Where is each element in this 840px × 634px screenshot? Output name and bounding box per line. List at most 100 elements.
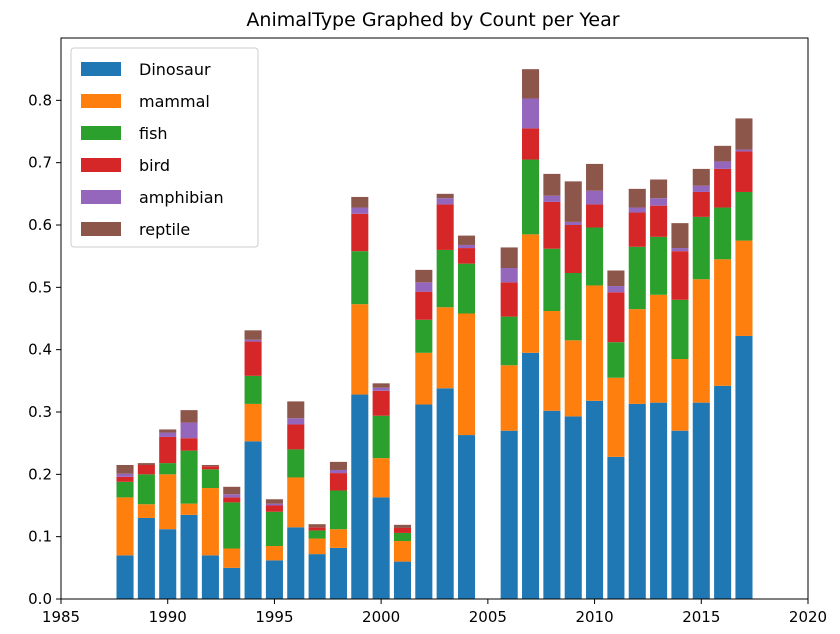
bar-segment-amphibian-1999 bbox=[351, 207, 369, 214]
bar-segment-dinosaur-2015 bbox=[692, 402, 710, 599]
bar-segment-mammal-1989 bbox=[137, 504, 155, 518]
y-tick-label: 0.5 bbox=[28, 278, 52, 296]
bar-segment-amphibian-2013 bbox=[650, 198, 668, 206]
bar-segment-reptile-1996 bbox=[287, 401, 305, 419]
bar-segment-fish-1994 bbox=[244, 375, 262, 404]
bar-segment-amphibian-2011 bbox=[607, 286, 625, 293]
bar-segment-mammal-2006 bbox=[500, 365, 518, 431]
bar-segment-dinosaur-1996 bbox=[287, 527, 305, 599]
bar-segment-bird-2011 bbox=[607, 292, 625, 343]
bar-segment-amphibian-1998 bbox=[329, 469, 347, 474]
chart-title: AnimalType Graphed by Count per Year bbox=[246, 9, 619, 31]
bar-segment-amphibian-1993 bbox=[223, 494, 241, 498]
bar-segment-amphibian-2004 bbox=[457, 244, 476, 249]
x-tick-label: 2010 bbox=[575, 608, 613, 626]
bar-segment-dinosaur-2000 bbox=[372, 497, 390, 599]
bar-segment-dinosaur-1999 bbox=[351, 394, 369, 599]
bar-segment-amphibian-2000 bbox=[372, 387, 390, 391]
bar-segment-dinosaur-1994 bbox=[244, 441, 262, 599]
bar-segment-bird-2010 bbox=[586, 204, 604, 228]
y-axis: 0.0 0.1 0.2 0.3 0.4 0.5 0.6 0.7 0.8 bbox=[28, 91, 61, 608]
bar-segment-fish-2010 bbox=[586, 227, 604, 286]
x-tick-label: 2000 bbox=[362, 608, 400, 626]
bar-segment-dinosaur-2002 bbox=[415, 404, 433, 599]
bar-segment-amphibian-1988 bbox=[116, 473, 134, 477]
bar-segment-reptile-1999 bbox=[351, 196, 369, 208]
bar-segment-amphibian-2002 bbox=[415, 282, 433, 292]
bar-segment-reptile-1988 bbox=[116, 464, 134, 474]
bar-segment-bird-1991 bbox=[180, 438, 198, 451]
y-tick-label: 0.1 bbox=[28, 528, 52, 546]
y-tick-label: 0.0 bbox=[28, 590, 52, 608]
bar-segment-fish-2014 bbox=[671, 299, 689, 360]
bar-segment-dinosaur-1995 bbox=[265, 560, 283, 599]
bar-segment-fish-1995 bbox=[265, 511, 283, 547]
bar-segment-reptile-2012 bbox=[628, 188, 646, 208]
bar-segment-reptile-2008 bbox=[543, 173, 561, 196]
bar-segment-amphibian-1996 bbox=[287, 418, 305, 425]
bar-segment-fish-2006 bbox=[500, 316, 518, 366]
bar-segment-dinosaur-2012 bbox=[628, 403, 646, 599]
bar-segment-bird-2012 bbox=[628, 212, 646, 247]
bar-segment-amphibian-1994 bbox=[244, 339, 262, 342]
plot-frame bbox=[60, 37, 809, 600]
bar-segment-dinosaur-2008 bbox=[543, 410, 561, 599]
bar-segment-dinosaur-2006 bbox=[500, 430, 518, 599]
bar-segment-bird-2015 bbox=[692, 191, 710, 217]
bar-segment-dinosaur-2010 bbox=[586, 400, 604, 599]
bar-segment-fish-1989 bbox=[137, 474, 155, 505]
bar-segment-amphibian-2007 bbox=[522, 98, 540, 129]
bar-segment-mammal-1988 bbox=[116, 497, 134, 556]
bar-segment-fish-2017 bbox=[735, 191, 753, 241]
bar-segment-bird-1988 bbox=[116, 476, 134, 482]
bar-segment-amphibian-2012 bbox=[628, 207, 646, 213]
bar-segment-mammal-2011 bbox=[607, 377, 625, 457]
bar-segment-mammal-1998 bbox=[329, 529, 347, 548]
bar-segment-dinosaur-2016 bbox=[714, 385, 732, 599]
bar-segment-reptile-2017 bbox=[735, 118, 753, 150]
bar-segment-amphibian-2010 bbox=[586, 190, 604, 205]
bar-segment-mammal-2014 bbox=[671, 359, 689, 431]
legend-swatch-fish bbox=[81, 126, 121, 140]
bar-segment-bird-1997 bbox=[308, 527, 326, 531]
legend-swatch-amphibian bbox=[81, 190, 121, 204]
bar-segment-reptile-2006 bbox=[500, 247, 518, 269]
bar-segment-mammal-1992 bbox=[201, 488, 219, 556]
bar-segment-amphibian-2017 bbox=[735, 149, 753, 152]
bar-segment-amphibian-2015 bbox=[692, 185, 710, 192]
bar-segment-mammal-2013 bbox=[650, 294, 668, 403]
bar-segment-bird-2000 bbox=[372, 390, 390, 416]
bar-segment-dinosaur-1993 bbox=[223, 567, 241, 599]
legend-swatch-bird bbox=[81, 158, 121, 172]
bar-segment-mammal-1993 bbox=[223, 548, 241, 568]
y-tick-label: 0.6 bbox=[28, 216, 52, 234]
bar-segment-amphibian-1990 bbox=[159, 432, 177, 437]
legend-swatch-mammal bbox=[81, 94, 121, 108]
bar-segment-mammal-2000 bbox=[372, 458, 390, 498]
bar-segment-mammal-1997 bbox=[308, 538, 326, 555]
bar-segment-reptile-2003 bbox=[436, 193, 454, 199]
bar-segment-fish-1988 bbox=[116, 481, 134, 498]
bar-segment-fish-2011 bbox=[607, 342, 625, 378]
bar-segment-dinosaur-1990 bbox=[159, 529, 177, 599]
bar-segment-reptile-1992 bbox=[201, 464, 219, 467]
bar-segment-amphibian-2016 bbox=[714, 161, 732, 169]
bar-segment-bird-2001 bbox=[393, 527, 412, 533]
bar-segment-fish-1991 bbox=[180, 450, 198, 504]
bar-segment-bird-1989 bbox=[137, 464, 155, 475]
bar-segment-fish-1996 bbox=[287, 449, 305, 478]
bar-segment-mammal-2007 bbox=[522, 234, 540, 353]
bar-segment-dinosaur-2007 bbox=[522, 352, 540, 599]
bar-segment-mammal-2003 bbox=[436, 307, 454, 389]
bar-segment-fish-2008 bbox=[543, 248, 561, 312]
bar-segment-reptile-2002 bbox=[415, 269, 433, 283]
bar-segment-bird-2017 bbox=[735, 151, 753, 192]
bar-segment-reptile-2016 bbox=[714, 145, 732, 162]
bar-segment-bird-1992 bbox=[201, 466, 219, 470]
bar-segment-reptile-1993 bbox=[223, 486, 241, 495]
legend-swatch-reptile bbox=[81, 222, 121, 236]
bar-segment-bird-2008 bbox=[543, 201, 561, 249]
x-tick-label: 2005 bbox=[469, 608, 507, 626]
legend-label-mammal: mammal bbox=[139, 92, 210, 111]
bar-segment-dinosaur-2013 bbox=[650, 402, 668, 599]
